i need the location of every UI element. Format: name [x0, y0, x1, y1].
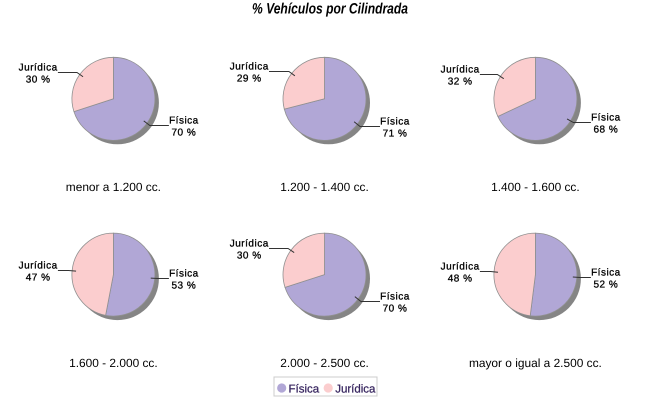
svg-text:Jurídica: Jurídica [441, 65, 480, 76]
svg-text:2.000 - 2.500 cc.: 2.000 - 2.500 cc. [280, 356, 369, 370]
svg-text:Jurídica: Jurídica [230, 62, 269, 73]
svg-text:Física: Física [169, 116, 199, 127]
svg-text:53 %: 53 % [172, 281, 197, 292]
svg-text:71 %: 71 % [383, 129, 408, 140]
svg-text:Física: Física [169, 269, 199, 280]
svg-text:1.600 - 2.000 cc.: 1.600 - 2.000 cc. [69, 356, 158, 370]
svg-text:mayor o igual a 2.500 cc.: mayor o igual a 2.500 cc. [469, 356, 602, 370]
svg-text:30 %: 30 % [237, 251, 262, 262]
svg-text:47 %: 47 % [26, 273, 51, 284]
svg-text:68 %: 68 % [594, 125, 619, 136]
svg-text:Jurídica: Jurídica [335, 384, 376, 396]
svg-text:Física: Física [591, 268, 621, 279]
svg-text:Jurídica: Jurídica [19, 63, 58, 74]
svg-text:% Vehículos por Cilindrada: % Vehículos por Cilindrada [252, 0, 408, 17]
svg-text:70 %: 70 % [172, 128, 197, 139]
svg-text:1.400 - 1.600 cc.: 1.400 - 1.600 cc. [491, 180, 580, 194]
svg-text:Jurídica: Jurídica [230, 239, 269, 250]
svg-text:Jurídica: Jurídica [441, 262, 480, 273]
svg-text:32 %: 32 % [448, 77, 473, 88]
svg-text:29 %: 29 % [237, 74, 262, 85]
svg-text:70 %: 70 % [383, 304, 408, 315]
svg-text:52 %: 52 % [594, 280, 619, 291]
svg-text:Física: Física [380, 117, 410, 128]
svg-text:1.200 - 1.400 cc.: 1.200 - 1.400 cc. [280, 180, 369, 194]
svg-text:Física: Física [591, 113, 621, 124]
svg-text:Jurídica: Jurídica [19, 261, 58, 272]
svg-text:48 %: 48 % [448, 274, 473, 285]
svg-text:menor a 1.200 cc.: menor a 1.200 cc. [66, 180, 161, 194]
svg-text:Física: Física [380, 292, 410, 303]
svg-text:30 %: 30 % [26, 75, 51, 86]
svg-text:Física: Física [289, 384, 320, 396]
